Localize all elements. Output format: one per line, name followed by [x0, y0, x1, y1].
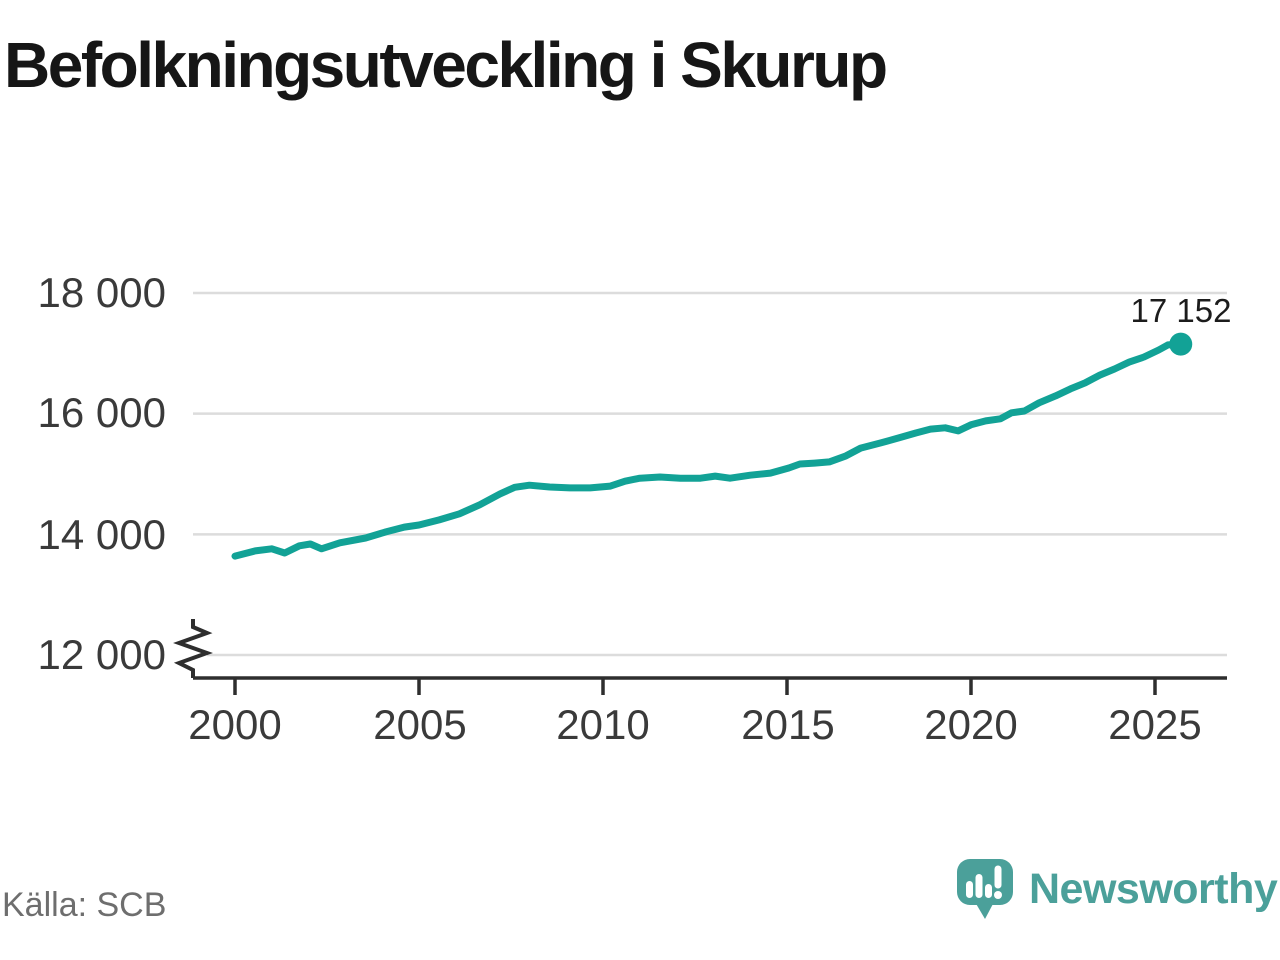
speech-bubble-tail — [975, 902, 994, 919]
newsworthy-logo[interactable]: Newsworthy — [956, 858, 1278, 920]
exclamation-dot — [994, 891, 1002, 899]
x-axis-tick-label-2000: 2000 — [188, 701, 282, 748]
source-attribution: Källa: SCB — [2, 886, 167, 924]
chart-title: Befolkningsutveckling i Skurup — [4, 29, 888, 101]
end-point-dot — [1169, 332, 1193, 356]
y-axis-tick-label-16000: 16 000 — [37, 389, 166, 436]
y-axis-tick-label-14000: 14 000 — [37, 511, 166, 558]
speech-bubble — [957, 859, 1013, 905]
y-axis-tick-label-18000: 18 000 — [37, 269, 166, 316]
x-axis-tick-label-2025: 2025 — [1108, 701, 1202, 748]
end-value-label: 17 152 — [1130, 292, 1232, 329]
x-axis-tick-label-2010: 2010 — [556, 701, 650, 748]
newsworthy-logo-text: Newsworthy — [1029, 864, 1278, 913]
x-axis-tick-label-2020: 2020 — [924, 701, 1018, 748]
bar-chart-glyph — [966, 865, 1002, 899]
x-axis-tick-label-2005: 2005 — [373, 701, 467, 748]
y-axis-break-zigzag-icon — [173, 619, 213, 678]
population-line — [231, 340, 1185, 560]
y-axis-tick-label-12000: 12 000 — [37, 631, 166, 678]
x-axis-tick-label-2015: 2015 — [741, 701, 835, 748]
exclamation-bar — [994, 865, 1002, 889]
newsworthy-logo-icon — [957, 859, 1013, 919]
